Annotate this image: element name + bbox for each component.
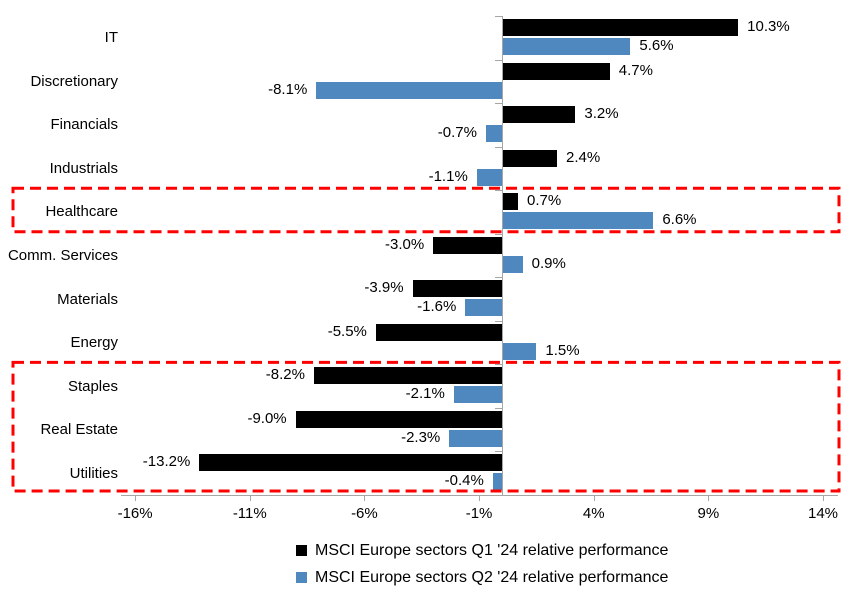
category-label-healthcare: Healthcare — [45, 203, 118, 221]
x-tick-mark-5 — [708, 495, 710, 501]
category-label-materials: Materials — [57, 290, 118, 308]
category-label-real-estate: Real Estate — [40, 421, 118, 439]
category-tick-6 — [495, 277, 502, 279]
x-tick-label-5: 9% — [697, 505, 720, 522]
bar-q1-discretionary — [502, 62, 610, 80]
x-tick-label-1: -11% — [232, 505, 267, 522]
legend-label-q1: MSCI Europe sectors Q1 '24 relative perf… — [315, 541, 669, 559]
category-tick-10 — [495, 451, 502, 453]
category-label-discretionary: Discretionary — [30, 72, 118, 90]
value-label-q1-utilities: -13.2% — [142, 453, 191, 471]
x-tick-label-4: 4% — [582, 505, 605, 522]
value-label-q1-comm-services: -3.0% — [385, 235, 425, 253]
bar-q1-staples — [313, 367, 502, 385]
value-label-q2-comm-services: 0.9% — [531, 254, 566, 272]
category-label-industrials: Industrials — [49, 159, 118, 177]
category-tick-1 — [495, 59, 502, 61]
bar-q2-real-estate — [449, 429, 502, 447]
category-tick-7 — [495, 320, 502, 322]
x-tick-mark-2 — [364, 495, 366, 501]
category-label-utilities: Utilities — [69, 464, 118, 482]
legend-item-q2: MSCI Europe sectors Q2 '24 relative perf… — [296, 564, 668, 591]
value-label-q2-healthcare: 6.6% — [662, 211, 697, 229]
q2-series-swatch — [296, 572, 307, 583]
legend-item-q1: MSCI Europe sectors Q1 '24 relative perf… — [296, 537, 668, 564]
category-tick-3 — [495, 146, 502, 148]
bar-q2-comm-services — [502, 255, 523, 273]
bar-q1-industrials — [502, 149, 558, 167]
value-label-q1-real-estate: -9.0% — [247, 409, 287, 427]
value-label-q2-energy: 1.5% — [545, 341, 580, 359]
bar-q1-utilities — [199, 454, 502, 472]
q1-series-swatch — [296, 545, 307, 556]
bar-q2-discretionary — [316, 81, 502, 99]
value-label-q1-it: 10.3% — [747, 18, 790, 35]
bar-q1-comm-services — [433, 236, 502, 254]
category-tick-11 — [495, 495, 502, 496]
bar-q1-it — [502, 19, 739, 36]
value-label-q1-staples: -8.2% — [265, 366, 305, 384]
category-label-it: IT — [104, 29, 118, 47]
value-label-q1-industrials: 2.4% — [566, 148, 601, 166]
bar-q1-materials — [412, 280, 502, 298]
bar-q1-financials — [502, 106, 576, 124]
bar-q2-it — [502, 38, 631, 55]
value-label-q2-industrials: -1.1% — [428, 167, 468, 185]
value-label-q2-utilities: -0.4% — [444, 472, 484, 490]
bar-q2-materials — [465, 299, 502, 317]
value-label-q1-materials: -3.9% — [364, 279, 404, 297]
value-label-q1-healthcare: 0.7% — [527, 192, 562, 210]
category-tick-8 — [495, 364, 502, 366]
x-tick-mark-1 — [249, 495, 251, 501]
value-label-q1-energy: -5.5% — [327, 322, 367, 340]
category-tick-2 — [495, 103, 502, 105]
value-label-q2-materials: -1.6% — [417, 298, 457, 316]
value-label-q2-staples: -2.1% — [405, 385, 445, 403]
bar-q2-energy — [502, 342, 537, 360]
bar-q2-financials — [485, 125, 502, 143]
bar-q2-industrials — [476, 168, 502, 186]
value-label-q2-discretionary: -8.1% — [268, 80, 308, 98]
x-tick-label-3: -1% — [465, 505, 493, 522]
category-tick-5 — [495, 233, 502, 235]
value-label-q1-discretionary: 4.7% — [618, 61, 653, 79]
category-label-staples: Staples — [67, 377, 118, 395]
value-label-q2-real-estate: -2.3% — [401, 428, 441, 446]
category-label-financials: Financials — [50, 116, 118, 134]
legend: MSCI Europe sectors Q1 '24 relative perf… — [296, 537, 668, 591]
value-label-q1-financials: 3.2% — [584, 105, 619, 123]
value-label-q2-financials: -0.7% — [437, 124, 477, 142]
x-tick-mark-6 — [823, 495, 825, 501]
x-tick-mark-0 — [135, 495, 137, 501]
x-tick-label-2: -6% — [351, 505, 378, 522]
category-label-energy: Energy — [70, 334, 118, 352]
bar-q2-staples — [453, 386, 502, 404]
bar-q2-utilities — [492, 473, 502, 491]
bar-q1-real-estate — [295, 410, 502, 428]
y-axis-line — [502, 16, 503, 495]
x-tick-mark-4 — [593, 495, 595, 501]
category-tick-4 — [495, 190, 502, 192]
category-tick-0 — [495, 16, 502, 17]
value-label-q2-it: 5.6% — [639, 37, 674, 54]
x-tick-label-0: -16% — [117, 505, 153, 522]
bar-q1-healthcare — [502, 193, 519, 211]
category-tick-9 — [495, 407, 502, 409]
bar-q2-healthcare — [502, 212, 654, 230]
x-tick-label-6: 14% — [808, 505, 839, 522]
legend-label-q2: MSCI Europe sectors Q2 '24 relative perf… — [315, 568, 669, 586]
bar-q1-energy — [375, 323, 502, 341]
x-tick-mark-3 — [479, 495, 481, 501]
category-label-comm-services: Comm. Services — [7, 246, 118, 264]
